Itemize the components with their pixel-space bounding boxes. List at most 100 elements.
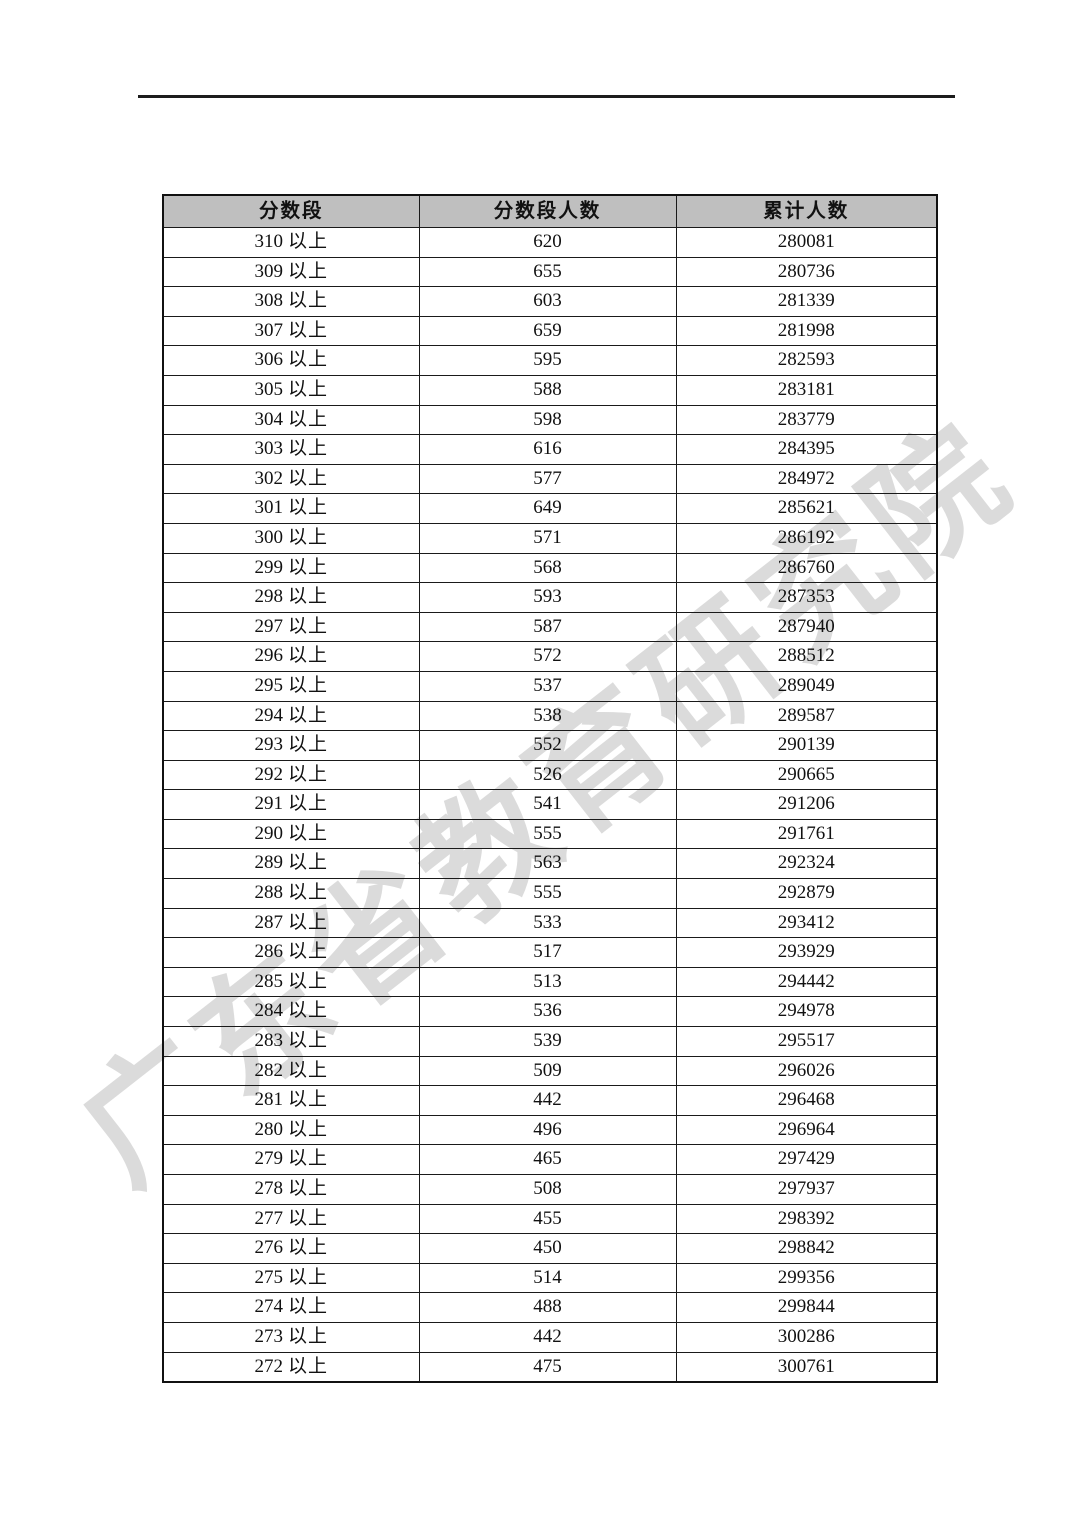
cell-cumulative-count: 283779 [675,404,938,436]
table-row: 296 以上 572 288512 [162,641,938,672]
column-header-score-band: 分数段 [162,194,420,228]
score-band-suffix: 以上 [287,290,328,312]
table-row: 277 以上 455 298392 [162,1203,938,1235]
cell-cumulative-count: 283181 [675,374,938,406]
cell-score-band: 274 以上 [162,1292,420,1323]
table-row: 275 以上 514 299356 [162,1262,938,1294]
score-band-value: 273 [254,1325,283,1347]
score-band-suffix: 以上 [287,1000,328,1022]
cell-cumulative-count: 299844 [675,1292,938,1323]
score-band-value: 272 [254,1355,283,1377]
cell-cumulative-count: 291206 [675,789,938,820]
cell-band-count: 514 [418,1262,677,1294]
cell-score-band: 296 以上 [162,641,420,672]
cell-band-count: 587 [418,611,677,643]
cell-band-count: 603 [418,286,677,317]
cell-cumulative-count: 285621 [675,493,938,524]
table-row: 294 以上 538 289587 [162,700,938,732]
table-row: 273 以上 442 300286 [162,1321,938,1353]
cell-band-count: 595 [418,345,677,376]
cell-band-count: 620 [418,227,677,258]
cell-cumulative-count: 294442 [675,966,938,998]
score-band-value: 310 [254,231,283,252]
table-row: 295 以上 537 289049 [162,670,938,702]
cell-score-band: 277 以上 [162,1203,420,1235]
cell-score-band: 297 以上 [162,611,420,643]
table-row: 304 以上 598 283779 [162,404,938,436]
cell-cumulative-count: 284395 [675,434,938,465]
score-band-value: 307 [254,319,283,341]
cell-cumulative-count: 280081 [675,227,938,258]
cell-band-count: 496 [418,1114,677,1146]
table-row: 285 以上 513 294442 [162,966,938,998]
score-band-suffix: 以上 [287,941,328,963]
score-band-value: 306 [254,349,283,371]
cell-score-band: 299 以上 [162,552,420,584]
score-band-value: 279 [254,1148,283,1170]
cell-band-count: 655 [418,256,677,288]
cell-band-count: 442 [418,1321,677,1353]
cell-score-band: 281 以上 [162,1085,420,1116]
cell-band-count: 539 [418,1026,677,1057]
table-row: 278 以上 508 297937 [162,1174,938,1205]
cell-score-band: 278 以上 [162,1174,420,1205]
score-band-value: 296 [254,645,283,667]
table-row: 307 以上 659 281998 [162,315,938,347]
cell-score-band: 295 以上 [162,670,420,702]
table-row: 291 以上 541 291206 [162,789,938,820]
cell-score-band: 285 以上 [162,966,420,998]
table-row: 308 以上 603 281339 [162,286,938,317]
score-band-suffix: 以上 [287,378,328,400]
table-row: 288 以上 555 292879 [162,878,938,909]
cell-band-count: 465 [418,1144,677,1175]
score-band-suffix: 以上 [287,467,328,489]
cell-cumulative-count: 300761 [675,1351,938,1383]
table-row: 284 以上 536 294978 [162,996,938,1028]
table-header-row: 分数段 分数段人数 累计人数 [162,194,938,228]
score-band-suffix: 以上 [287,1296,328,1318]
score-band-suffix: 以上 [287,349,328,371]
score-band-suffix: 以上 [287,674,328,696]
score-band-value: 299 [254,556,283,578]
score-band-value: 291 [254,793,283,815]
cell-band-count: 616 [418,434,677,465]
cell-cumulative-count: 297937 [675,1174,938,1205]
score-band-suffix: 以上 [287,822,328,844]
cell-band-count: 588 [418,374,677,406]
cell-score-band: 286 以上 [162,937,420,968]
table-row: 299 以上 568 286760 [162,552,938,584]
cell-score-band: 280 以上 [162,1114,420,1146]
table-row: 300 以上 571 286192 [162,522,938,554]
score-band-suffix: 以上 [287,1355,328,1377]
score-band-suffix: 以上 [287,586,328,608]
cell-band-count: 571 [418,522,677,554]
score-distribution-table-container: 分数段 分数段人数 累计人数 310 以上 620 280081 309 以上 655 280… [162,194,938,1384]
score-band-value: 300 [254,526,283,548]
score-band-suffix: 以上 [287,556,328,578]
score-band-value: 290 [254,822,283,844]
score-band-suffix: 以上 [287,497,328,519]
score-band-suffix: 以上 [287,970,328,992]
cell-cumulative-count: 281339 [675,286,938,317]
cell-cumulative-count: 300286 [675,1321,938,1353]
cell-cumulative-count: 293929 [675,937,938,968]
cell-score-band: 287 以上 [162,907,420,939]
score-band-suffix: 以上 [287,615,328,637]
cell-cumulative-count: 291761 [675,818,938,850]
table-row: 276 以上 450 298842 [162,1233,938,1264]
cell-band-count: 555 [418,878,677,909]
cell-band-count: 552 [418,730,677,761]
cell-band-count: 537 [418,670,677,702]
cell-band-count: 555 [418,818,677,850]
cell-band-count: 572 [418,641,677,672]
cell-band-count: 442 [418,1085,677,1116]
cell-score-band: 279 以上 [162,1144,420,1175]
cell-cumulative-count: 296468 [675,1085,938,1116]
table-row: 281 以上 442 296468 [162,1085,938,1116]
score-band-suffix: 以上 [287,1266,328,1288]
score-band-suffix: 以上 [287,1118,328,1140]
table-row: 283 以上 539 295517 [162,1026,938,1057]
score-band-value: 293 [254,734,283,756]
score-band-value: 297 [254,615,283,637]
table-row: 302 以上 577 284972 [162,463,938,495]
